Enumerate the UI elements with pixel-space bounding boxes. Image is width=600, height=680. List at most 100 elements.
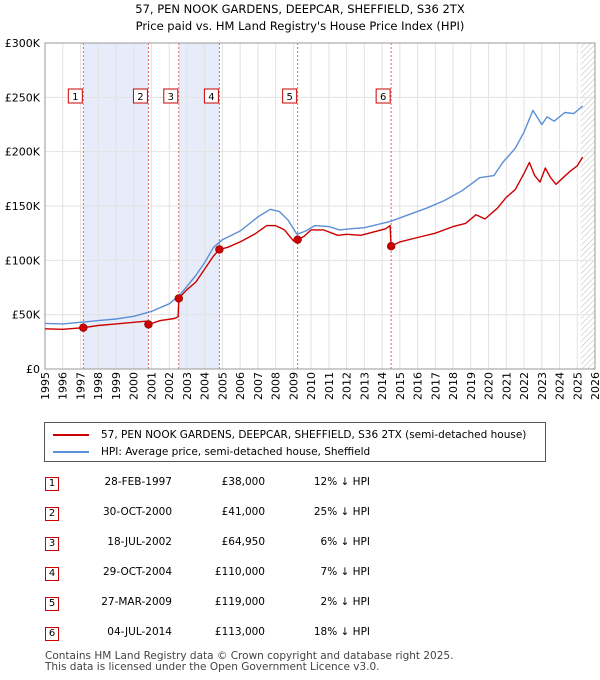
series-line-property [44, 156, 584, 330]
x-tick-label: 2010 [305, 372, 318, 400]
sale-date: 29-OCT-2004 [103, 566, 172, 578]
x-tick-label: 2002 [163, 372, 176, 400]
footer-line-2: This data is licensed under the Open Gov… [45, 661, 380, 673]
sale-date: 04-JUL-2014 [107, 626, 172, 638]
legend-item-hpi: HPI: Average price, semi-detached house,… [53, 444, 370, 460]
x-tick-label: 2014 [376, 372, 389, 400]
x-tick-label: 2019 [465, 372, 478, 400]
x-tick-label: 2001 [145, 372, 158, 400]
sale-price: £38,000 [221, 476, 265, 488]
legend-swatch-hpi [53, 451, 89, 453]
x-tick-label: 2004 [199, 372, 212, 400]
chart-title: 57, PEN NOOK GARDENS, DEEPCAR, SHEFFIELD… [135, 2, 465, 16]
sale-label-box [282, 88, 298, 104]
sale-label-box [375, 88, 391, 104]
y-tick-label: £300K [5, 37, 41, 50]
x-tick-label: 2024 [554, 372, 567, 400]
legend-item-property: 57, PEN NOOK GARDENS, DEEPCAR, SHEFFIELD… [53, 427, 526, 443]
sale-row: 2 30-OCT-2000 £41,000 25% ↓ HPI [0, 500, 600, 530]
y-tick-label: £250K [5, 91, 41, 104]
sale-number-badge: 1 [45, 477, 59, 491]
x-tick-label: 2026 [589, 372, 600, 400]
sale-row: 1 28-FEB-1997 £38,000 12% ↓ HPI [0, 470, 600, 500]
sale-label-number: 4 [208, 92, 214, 103]
sale-label-number: 6 [380, 92, 386, 103]
sale-point [79, 323, 88, 332]
y-tick-label: £150K [5, 200, 41, 213]
y-tick-label: £0 [26, 363, 40, 376]
sale-number-badge: 2 [45, 507, 59, 521]
x-tick-label: 1999 [110, 372, 123, 400]
y-tick-label: £200K [5, 146, 41, 159]
x-tick-label: 2017 [429, 372, 442, 400]
sale-date: 18-JUL-2002 [107, 536, 172, 548]
x-tick-label: 2000 [128, 372, 141, 400]
series-line-hpi [44, 105, 584, 325]
sale-row: 5 27-MAR-2009 £119,000 2% ↓ HPI [0, 590, 600, 620]
y-tick-label: £100K [5, 254, 41, 267]
x-tick-label: 1997 [74, 372, 87, 400]
sale-point [215, 245, 224, 254]
legend-label-hpi: HPI: Average price, semi-detached house,… [101, 446, 371, 458]
sale-row: 6 04-JUL-2014 £113,000 18% ↓ HPI [0, 620, 600, 650]
x-tick-label: 1996 [57, 372, 70, 400]
price-chart: 57, PEN NOOK GARDENS, DEEPCAR, SHEFFIELD… [5, 2, 600, 400]
sale-date: 28-FEB-1997 [104, 476, 172, 488]
x-tick-label: 2016 [412, 372, 425, 400]
sale-label-number: 2 [137, 92, 143, 103]
x-tick-label: 2013 [358, 372, 371, 400]
sale-label-box [67, 88, 83, 104]
sale-point [144, 320, 153, 329]
sale-price: £110,000 [214, 566, 265, 578]
sale-label-number: 3 [168, 92, 174, 103]
x-tick-label: 2025 [571, 372, 584, 400]
sale-hpi-diff: 6% ↓ HPI [320, 536, 370, 548]
x-tick-label: 2015 [394, 372, 407, 400]
sale-point [386, 242, 396, 251]
sale-hpi-diff: 12% ↓ HPI [313, 476, 370, 488]
legend: 57, PEN NOOK GARDENS, DEEPCAR, SHEFFIELD… [44, 422, 546, 462]
plot-frame [44, 42, 596, 370]
x-tick-label: 2006 [234, 372, 247, 400]
sale-hpi-diff: 7% ↓ HPI [320, 566, 370, 578]
legend-swatch-property [53, 434, 89, 436]
sale-number-badge: 6 [45, 627, 59, 641]
legend-label-property: 57, PEN NOOK GARDENS, DEEPCAR, SHEFFIELD… [101, 429, 527, 441]
x-tick-label: 2011 [323, 372, 336, 400]
x-tick-label: 2003 [181, 372, 194, 400]
sale-number-badge: 5 [45, 597, 59, 611]
sale-row: 4 29-OCT-2004 £110,000 7% ↓ HPI [0, 560, 600, 590]
x-tick-label: 2023 [536, 372, 549, 400]
sale-date: 30-OCT-2000 [103, 506, 172, 518]
x-tick-label: 2009 [287, 372, 300, 400]
sale-price: £64,950 [221, 536, 265, 548]
sale-hpi-diff: 25% ↓ HPI [313, 506, 370, 518]
sale-price: £113,000 [214, 626, 265, 638]
sale-point [174, 294, 183, 303]
sale-number-badge: 3 [45, 537, 59, 551]
sale-point [293, 235, 302, 244]
sale-price: £119,000 [214, 596, 265, 608]
footer-attribution: Contains HM Land Registry data © Crown c… [45, 651, 453, 673]
x-tick-label: 2022 [518, 372, 531, 400]
x-tick-label: 2018 [447, 372, 460, 400]
sale-label-box [132, 88, 148, 104]
x-tick-label: 2012 [341, 372, 354, 400]
sale-label-box [163, 88, 179, 104]
sale-number-badge: 4 [45, 567, 59, 581]
sale-row: 3 18-JUL-2002 £64,950 6% ↓ HPI [0, 530, 600, 560]
sale-date: 27-MAR-2009 [101, 596, 172, 608]
sale-price: £41,000 [221, 506, 265, 518]
footer-line-1: Contains HM Land Registry data © Crown c… [45, 650, 454, 662]
y-tick-label: £50K [12, 309, 41, 322]
sale-hpi-diff: 2% ↓ HPI [320, 596, 370, 608]
x-tick-label: 1995 [39, 372, 52, 400]
sale-label-number: 5 [286, 92, 292, 103]
x-tick-label: 2008 [270, 372, 283, 400]
x-tick-label: 2020 [483, 372, 496, 400]
x-tick-label: 2007 [252, 372, 265, 400]
sale-hpi-diff: 18% ↓ HPI [313, 626, 370, 638]
chart-subtitle: Price paid vs. HM Land Registry's House … [136, 19, 465, 33]
sale-label-box [203, 88, 219, 104]
x-tick-label: 2021 [500, 372, 513, 400]
